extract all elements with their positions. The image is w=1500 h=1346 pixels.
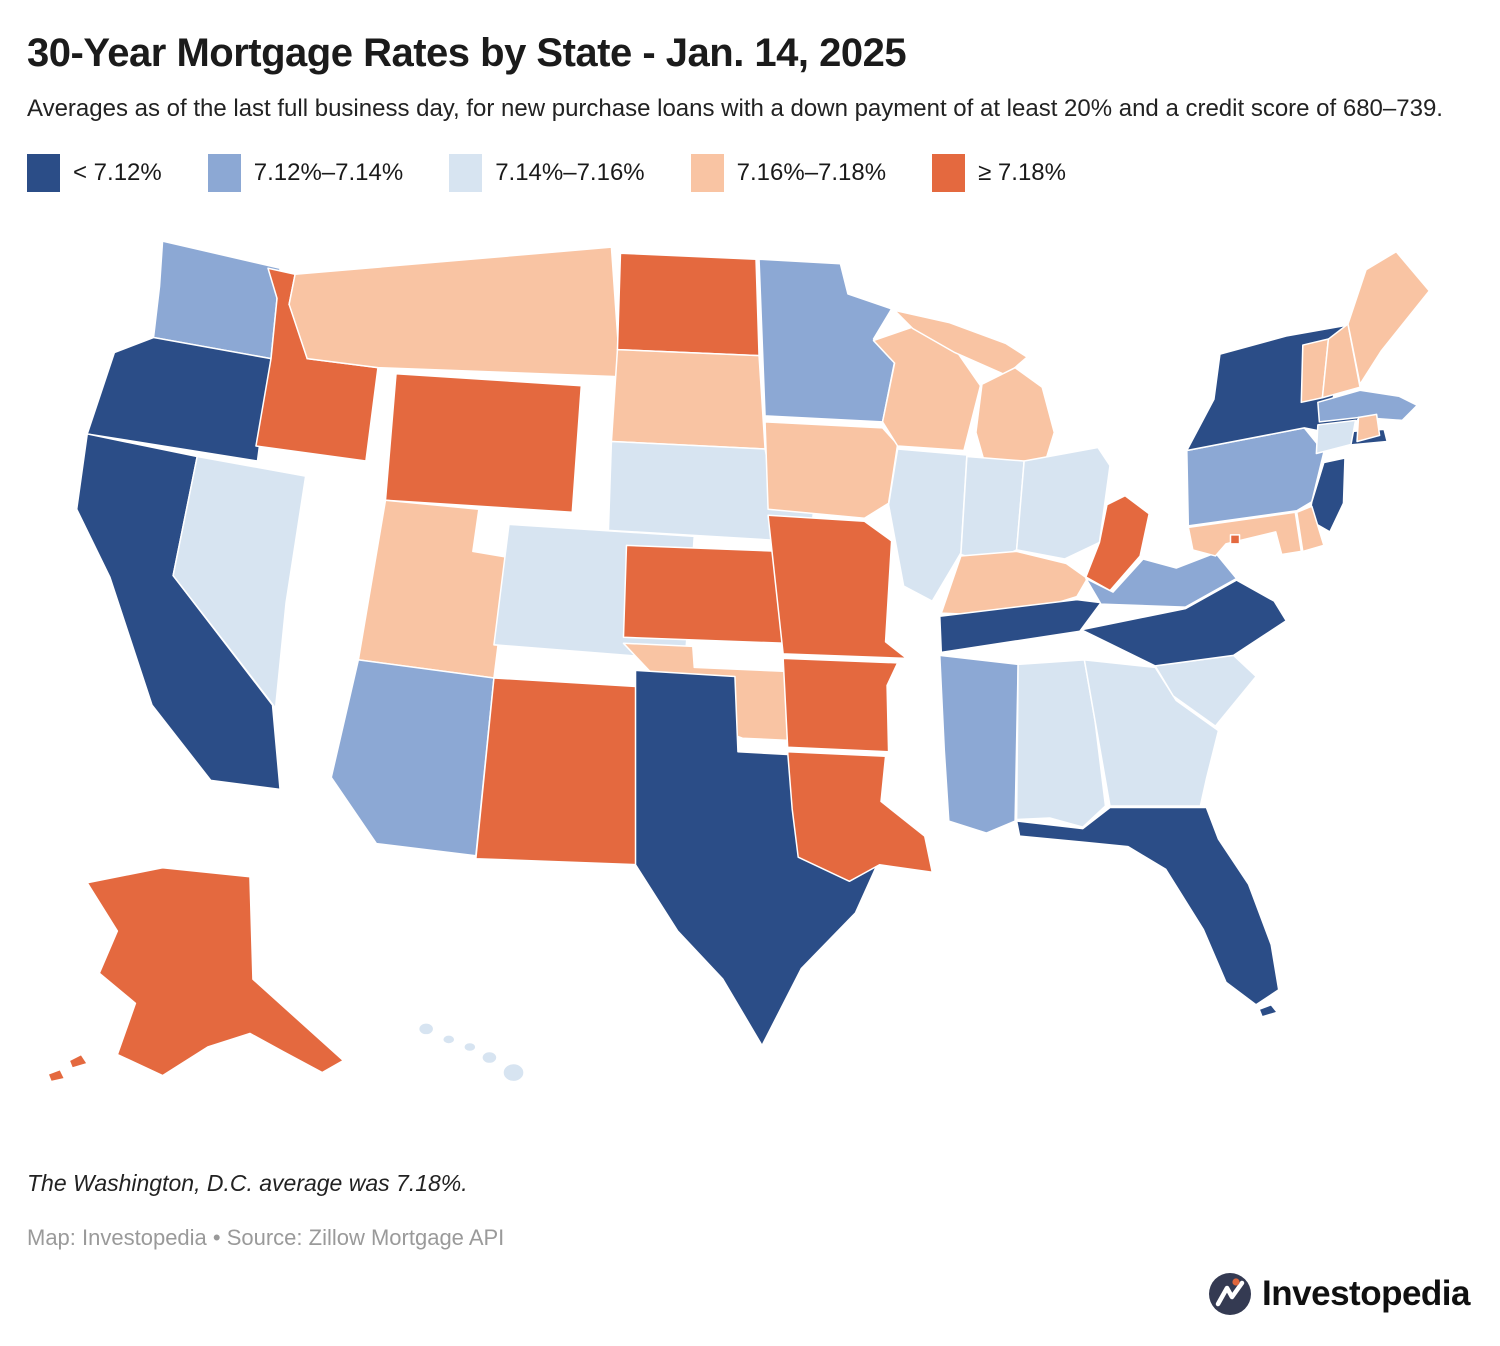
legend-swatch-orange: [932, 154, 966, 193]
legend-label: ≥ 7.18%: [978, 159, 1066, 187]
investopedia-logo-text: Investopedia: [1262, 1274, 1470, 1313]
state-MT[interactable]: [288, 246, 622, 378]
investopedia-logo[interactable]: Investopedia: [1208, 1272, 1470, 1316]
legend-label: 7.12%–7.14%: [253, 159, 404, 187]
state-HI-big-island[interactable]: [502, 1062, 525, 1083]
state-MS[interactable]: [939, 654, 1019, 834]
state-WV[interactable]: [1085, 495, 1150, 592]
state-ME[interactable]: [1347, 251, 1431, 386]
state-FL-keys[interactable]: [1258, 1004, 1278, 1018]
state-UT[interactable]: [357, 499, 510, 679]
state-OR[interactable]: [86, 336, 272, 462]
state-NC[interactable]: [1080, 579, 1287, 667]
state-NH[interactable]: [1321, 323, 1361, 399]
state-NV[interactable]: [172, 455, 307, 709]
state-MO[interactable]: [767, 514, 908, 660]
us-map-svg: [47, 240, 1431, 1083]
state-WY[interactable]: [384, 373, 583, 514]
legend-label: < 7.12%: [73, 159, 162, 187]
state-MN[interactable]: [758, 258, 896, 423]
state-KY[interactable]: [940, 550, 1089, 618]
state-FL[interactable]: [1015, 806, 1280, 1006]
state-CT[interactable]: [1315, 419, 1357, 455]
us-choropleth-map: [27, 208, 1473, 1160]
legend-swatch-medium-blue: [207, 154, 241, 193]
state-RI[interactable]: [1356, 413, 1381, 443]
state-HI-molokai[interactable]: [463, 1041, 477, 1053]
state-AK-aleutians-1[interactable]: [68, 1053, 89, 1069]
state-SD[interactable]: [610, 348, 766, 450]
state-IL[interactable]: [887, 448, 968, 602]
state-HI-kauai[interactable]: [417, 1022, 435, 1036]
legend-item-lt-712: < 7.12%: [27, 154, 162, 193]
state-MI-upper[interactable]: [893, 309, 1028, 377]
state-ND[interactable]: [616, 252, 760, 357]
legend-item-712-714: 7.12%–7.14%: [207, 154, 404, 193]
legend-swatch-peach: [690, 154, 724, 193]
legend-label: 7.14%–7.16%: [495, 159, 645, 187]
state-DE[interactable]: [1296, 505, 1325, 553]
state-MA[interactable]: [1317, 389, 1419, 423]
state-AK[interactable]: [86, 867, 345, 1077]
legend-item-gte-718: ≥ 7.18%: [932, 154, 1066, 193]
legend-swatch-light-blue: [449, 154, 483, 193]
state-DC-dot[interactable]: [1229, 534, 1241, 545]
source-credit: Map: Investopedia • Source: Zillow Mortg…: [27, 1225, 505, 1251]
page-title: 30-Year Mortgage Rates by State - Jan. 1…: [27, 31, 907, 75]
state-AK-aleutians-2[interactable]: [47, 1068, 66, 1083]
state-HI-maui[interactable]: [481, 1050, 498, 1065]
legend-item-714-716: 7.14%–7.16%: [449, 154, 645, 193]
state-TN[interactable]: [939, 598, 1102, 654]
legend: < 7.12% 7.12%–7.14% 7.14%–7.16% 7.16%–7.…: [27, 154, 1473, 193]
state-MD[interactable]: [1187, 511, 1303, 557]
investopedia-logo-icon: [1209, 1273, 1252, 1315]
state-IA[interactable]: [764, 421, 899, 520]
dc-note: The Washington, D.C. average was 7.18%.: [27, 1170, 468, 1197]
state-IN[interactable]: [960, 455, 1025, 565]
state-AR[interactable]: [782, 657, 899, 753]
state-HI-oahu[interactable]: [441, 1034, 456, 1045]
state-AZ[interactable]: [330, 659, 495, 857]
state-OH[interactable]: [1015, 446, 1111, 560]
legend-label: 7.16%–7.18%: [736, 159, 887, 187]
legend-swatch-dark-blue: [27, 154, 60, 193]
page-subtitle: Averages as of the last full business da…: [27, 95, 1443, 122]
state-NM[interactable]: [475, 677, 646, 866]
state-LA[interactable]: [786, 751, 934, 883]
legend-item-716-718: 7.16%–7.18%: [690, 154, 887, 193]
state-MI-lower[interactable]: [975, 366, 1056, 476]
